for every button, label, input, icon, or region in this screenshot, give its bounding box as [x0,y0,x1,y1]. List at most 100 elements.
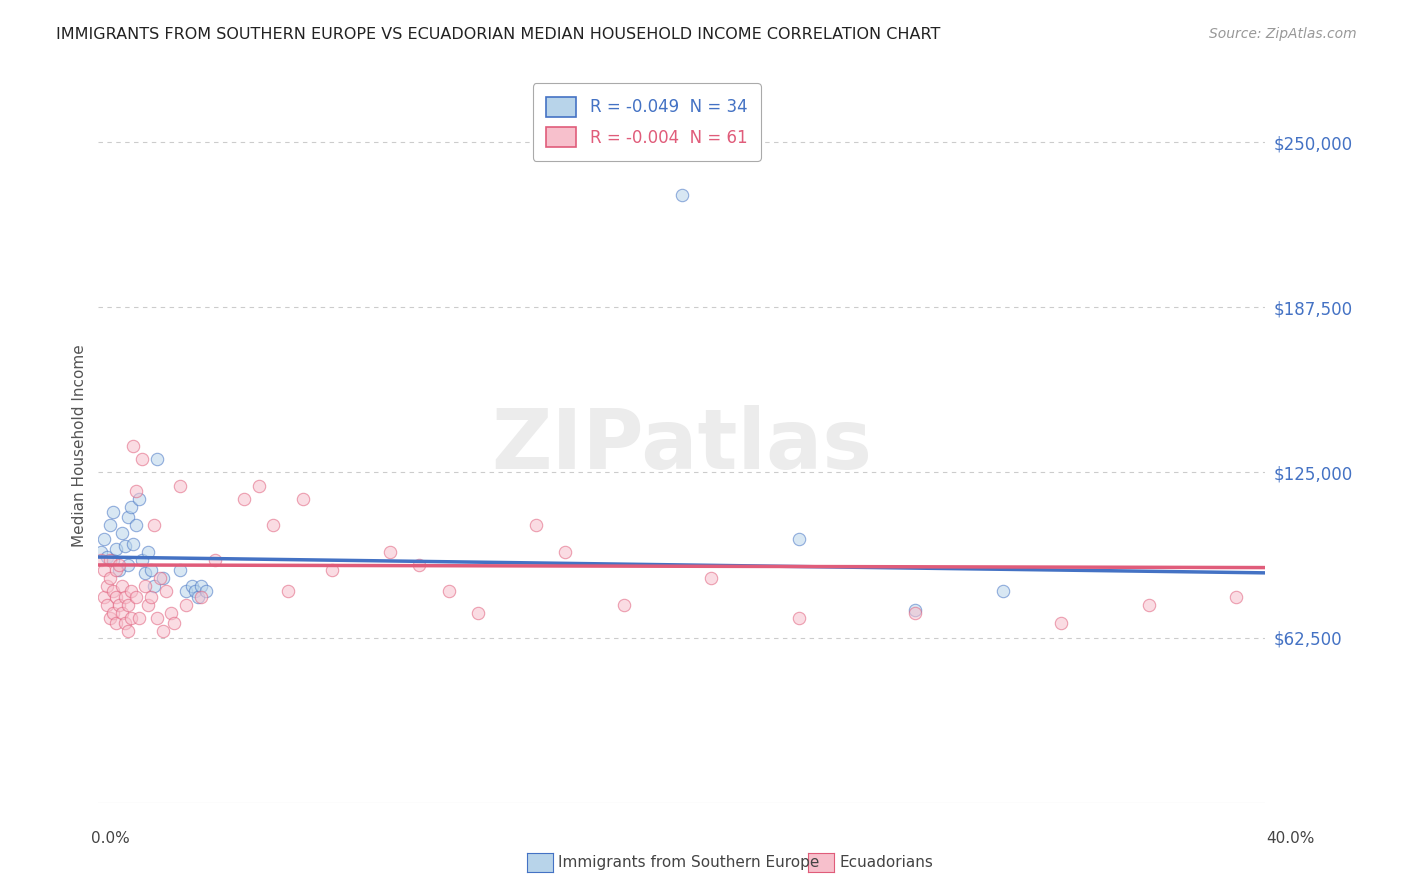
Point [90,545,112,559]
Point [152,571,174,585]
Point [108,598,131,612]
Point [108,563,131,577]
Text: Ecuadorians: Ecuadorians [839,855,934,870]
Point [1050,616,1073,631]
Point [262,518,284,533]
Point [120,584,142,599]
Point [291,491,314,506]
Point [146,452,169,467]
Point [671,188,693,202]
Point [174,584,197,599]
Point [787,532,810,546]
Point [233,491,256,506]
Point [136,598,159,612]
Point [408,558,430,572]
Point [524,518,547,533]
Point [180,579,202,593]
Point [114,590,136,604]
Point [117,510,139,524]
Point [904,606,927,620]
Point [98,611,121,625]
Point [128,611,150,625]
Point [101,606,124,620]
Point [111,579,134,593]
Text: ZIPatlas: ZIPatlas [492,406,872,486]
Point [142,518,165,533]
Point [108,558,131,572]
Point [90,552,112,566]
Point [169,563,191,577]
Point [134,579,156,593]
Point [134,566,156,580]
Point [114,540,136,554]
Point [183,584,205,599]
Point [111,526,134,541]
Point [160,606,183,620]
Point [93,590,115,604]
Point [101,584,124,599]
Point [104,616,127,631]
Point [114,616,136,631]
Point [554,545,576,559]
Point [131,452,153,467]
Point [190,590,212,604]
Point [125,590,148,604]
Text: 0.0%: 0.0% [91,831,131,846]
Point [155,584,177,599]
Point [380,545,402,559]
Point [117,598,139,612]
Point [122,439,145,453]
Point [120,611,142,625]
Point [93,563,115,577]
Point [104,563,127,577]
Point [152,624,174,638]
Point [142,579,165,593]
Point [98,571,121,585]
Point [101,505,124,519]
Point [904,603,927,617]
Point [125,518,148,533]
Point [104,590,127,604]
Point [187,590,209,604]
Point [96,549,118,564]
Point [101,552,124,566]
Point [1225,590,1247,604]
Point [169,478,191,492]
Point [117,624,139,638]
Point [96,598,118,612]
Point [467,606,489,620]
Point [120,500,142,514]
Point [96,579,118,593]
Y-axis label: Median Household Income: Median Household Income [72,344,87,548]
Point [122,537,145,551]
Point [163,616,186,631]
Point [612,598,634,612]
Text: 40.0%: 40.0% [1267,831,1315,846]
Text: Source: ZipAtlas.com: Source: ZipAtlas.com [1209,27,1357,41]
Point [991,584,1014,599]
Point [149,571,172,585]
Point [117,558,139,572]
Point [277,584,299,599]
Text: IMMIGRANTS FROM SOUTHERN EUROPE VS ECUADORIAN MEDIAN HOUSEHOLD INCOME CORRELATIO: IMMIGRANTS FROM SOUTHERN EUROPE VS ECUAD… [56,27,941,42]
Point [174,598,197,612]
Point [93,532,115,546]
Point [136,545,159,559]
Point [195,584,218,599]
Text: Immigrants from Southern Europe: Immigrants from Southern Europe [558,855,820,870]
Point [1137,598,1160,612]
Point [131,552,153,566]
Point [204,552,226,566]
Legend: R = -0.049  N = 34, R = -0.004  N = 61: R = -0.049 N = 34, R = -0.004 N = 61 [533,83,761,161]
Point [247,478,270,492]
Point [190,579,212,593]
Point [700,571,723,585]
Point [139,590,162,604]
Point [146,611,169,625]
Point [125,483,148,498]
Point [437,584,460,599]
Point [98,552,121,566]
Point [139,563,162,577]
Point [104,542,127,557]
Point [321,563,343,577]
